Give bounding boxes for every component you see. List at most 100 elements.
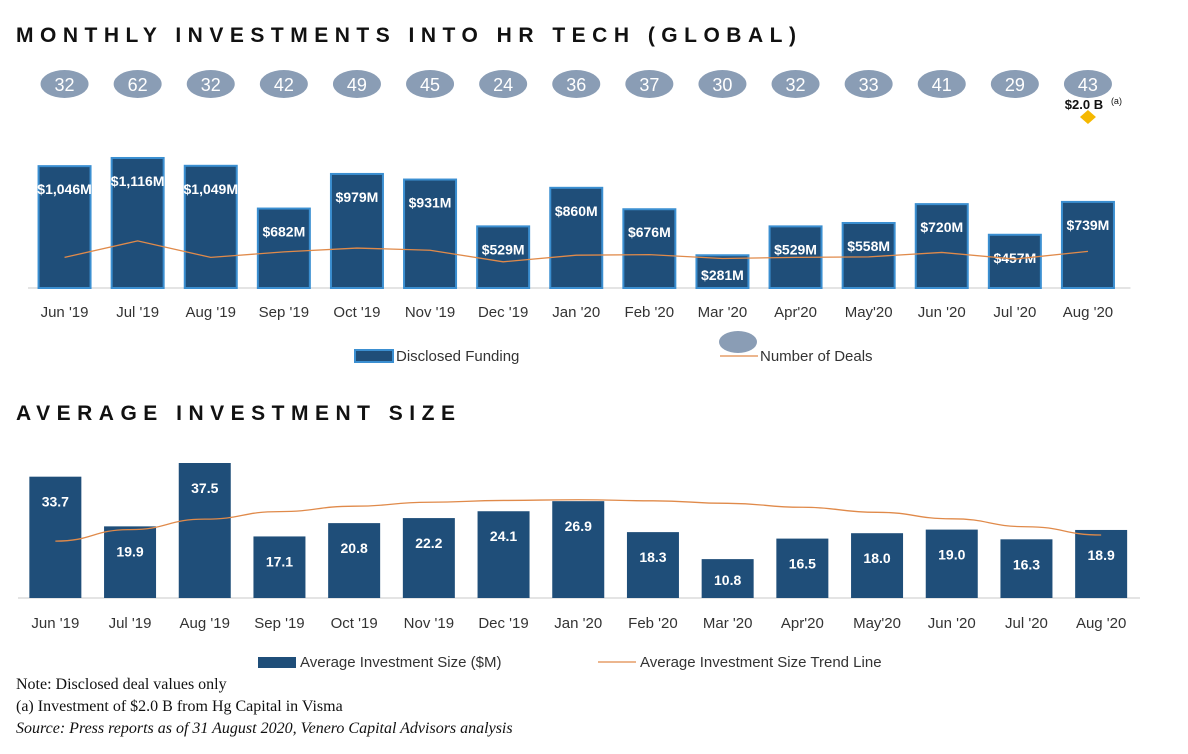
x-tick-label: Jun '19 [31,615,79,632]
x-tick-label: Mar '20 [703,615,753,632]
deal-count-bubble [625,70,674,98]
deal-count-bubble [40,70,89,98]
avg-size-bar [626,532,679,598]
avg-size-label: 20.8 [341,540,368,556]
funding-bar-label: $457M [993,250,1036,266]
funding-bar [329,172,384,289]
x-tick-label: Aug '19 [186,304,236,321]
legend-funding-swatch [354,349,394,363]
deal-count-label: 49 [347,75,367,95]
deal-count-bubble [406,70,455,98]
x-tick-label: May'20 [853,615,901,632]
avg-size-label: 19.9 [116,543,143,559]
funding-bar [695,254,750,290]
deal-count-label: 32 [55,75,75,95]
funding-bar [37,165,92,289]
funding-bar [256,207,311,289]
avg-size-bar [552,501,605,598]
funding-bar [914,203,969,289]
deal-count-label: 33 [859,75,879,95]
avg-size-label: 33.7 [42,494,69,510]
deal-count-label: 37 [639,75,659,95]
avg-size-label: 16.5 [789,556,816,572]
x-tick-label: Oct '19 [333,304,380,321]
notes-block: Note: Disclosed deal values only (a) Inv… [16,674,513,740]
avg-size-bar [851,533,904,598]
funding-bar-label: $931M [409,195,452,211]
avg-size-trend-line [55,499,1102,542]
x-tick-label: May'20 [845,304,893,321]
funding-bar [110,156,165,290]
average-investment-chart: 33.7 19.9 37.5 17.1 20.8 22.2 24.1 26.9 18.3 10.8… [18,463,1140,671]
x-tick-label: Sep '19 [254,615,304,632]
avg-size-label: 22.2 [415,535,442,551]
x-tick-label: Aug '19 [180,615,230,632]
deal-count-label: 30 [712,75,732,95]
footnote-a: (a) Investment of $2.0 B from Hg Capital… [16,698,343,715]
monthly-investments-chart: $1,046M $1,116M $1,049M $682M $979M $931M $529… [28,70,1131,365]
funding-bar-label: $979M [336,189,379,205]
avg-size-label: 18.9 [1088,547,1115,563]
deal-count-label: 42 [274,75,294,95]
x-tick-label: Dec '19 [478,304,528,321]
funding-bar [183,164,238,289]
avg-size-bar [1000,539,1053,598]
source-note: Source: Press reports as of 31 August 20… [16,720,513,737]
funding-bar-label: $529M [774,241,817,257]
x-tick-label: Jul '20 [993,304,1036,321]
avg-size-bar [776,538,829,598]
deal-count-label: 43 [1078,75,1098,95]
avg-size-label: 18.3 [639,549,666,565]
x-tick-label: Jul '19 [116,304,159,321]
legend-trend-label: Average Investment Size Trend Line [640,654,882,671]
deal-count-label: 62 [128,75,148,95]
x-tick-label: Aug '20 [1063,304,1113,321]
avg-size-label: 16.3 [1013,556,1040,572]
annotation-superscript: (a) [1111,96,1122,106]
avg-size-bar [29,476,82,598]
avg-size-label: 24.1 [490,528,517,544]
x-tick-label: Jun '20 [928,615,976,632]
legend-funding-label: Disclosed Funding [396,348,519,365]
avg-size-bar [477,511,530,598]
funding-bar-label: $1,049M [184,181,238,197]
funding-bar-label: $1,046M [37,181,91,197]
deal-count-bubble [771,70,820,98]
deal-count-bubble [698,70,747,98]
x-tick-label: Jan '20 [554,615,602,632]
deal-count-bubble [990,70,1039,98]
deal-count-bubble [259,70,308,98]
x-tick-label: Feb '20 [628,615,678,632]
legend-avg-size-label: Average Investment Size ($M) [300,654,501,671]
deal-count-label: 32 [201,75,221,95]
annotation-2b: $2.0 B [1065,97,1103,112]
avg-size-label: 18.0 [863,550,890,566]
x-tick-label: Aug '20 [1076,615,1126,632]
deal-count-bubble [1063,70,1112,98]
funding-bar-label: $281M [701,267,744,283]
deal-count-label: 36 [566,75,586,95]
x-tick-label: Apr'20 [781,615,824,632]
deal-count-label: 29 [1005,75,1025,95]
deals-trend-line [64,240,1089,263]
x-tick-label: Jun '19 [41,304,89,321]
deal-count-label: 41 [932,75,952,95]
avg-size-label: 10.8 [714,572,741,588]
deal-count-label: 32 [786,75,806,95]
avg-size-bar [925,529,978,598]
funding-bar [987,233,1042,290]
avg-size-label: 26.9 [565,518,592,534]
funding-bar [1060,200,1115,289]
avg-size-label: 19.0 [938,547,965,563]
x-tick-label: Jan '20 [552,304,600,321]
avg-size-bar [1075,529,1128,598]
x-tick-label: Jun '20 [918,304,966,321]
deal-count-bubble [479,70,528,98]
x-tick-label: Jul '19 [109,615,152,632]
funding-bar [622,208,677,289]
funding-bar-label: $739M [1067,217,1110,233]
chart-title-monthly-investments: MONTHLY INVESTMENTS INTO HR TECH (GLOBAL… [16,24,803,47]
deal-count-bubble [552,70,601,98]
funding-bar [403,178,458,289]
deal-count-label: 45 [420,75,440,95]
